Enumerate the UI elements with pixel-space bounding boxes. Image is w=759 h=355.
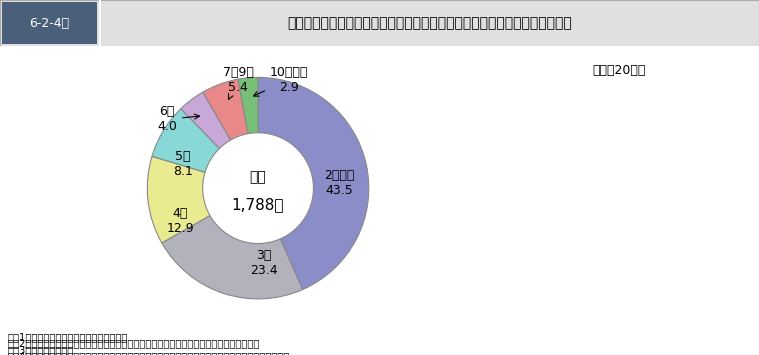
Text: 5回
8.1: 5回 8.1 bbox=[173, 150, 193, 178]
Text: 6-2-4図: 6-2-4図 bbox=[29, 17, 69, 29]
Wedge shape bbox=[181, 92, 231, 148]
Wedge shape bbox=[238, 77, 258, 134]
Text: 7～9回
5.4: 7～9回 5.4 bbox=[222, 66, 254, 99]
Wedge shape bbox=[147, 156, 210, 243]
Text: 総数: 総数 bbox=[250, 170, 266, 184]
Wedge shape bbox=[258, 77, 369, 290]
Text: 10回以上
2.9: 10回以上 2.9 bbox=[254, 66, 308, 96]
Text: 1,788人: 1,788人 bbox=[231, 197, 285, 212]
Text: 2回以下
43.5: 2回以下 43.5 bbox=[324, 169, 354, 197]
Bar bbox=[2, 2, 97, 44]
Text: 裁判員裁判対象事件（公判前整理手続に付された事件）の開廷回数別構成比: 裁判員裁判対象事件（公判前整理手続に付された事件）の開廷回数別構成比 bbox=[288, 16, 572, 30]
Wedge shape bbox=[203, 79, 248, 140]
Text: 4回
12.9: 4回 12.9 bbox=[167, 207, 194, 235]
Text: （平成20年）: （平成20年） bbox=[592, 64, 645, 77]
Wedge shape bbox=[152, 109, 219, 172]
Wedge shape bbox=[162, 215, 303, 299]
Text: 6回
4.0: 6回 4.0 bbox=[157, 105, 200, 133]
Text: 4　同一被告人につき複数の起訴があっても，弁論が併合されている限り１人として計上している。: 4 同一被告人につき複数の起訴があっても，弁論が併合されている限り１人として計上… bbox=[8, 351, 290, 355]
Text: 注、1　最高裁判所事務総局の資料による。: 注、1 最高裁判所事務総局の資料による。 bbox=[8, 332, 128, 342]
Bar bbox=[99, 0, 101, 46]
Text: 3回
23.4: 3回 23.4 bbox=[250, 250, 277, 278]
Text: 2　裁判員法施行後であったとした場合に裁判員裁判の対象となった事件の人員である。: 2 裁判員法施行後であったとした場合に裁判員裁判の対象となった事件の人員である。 bbox=[8, 338, 260, 348]
Text: 3　移送等を含む。: 3 移送等を含む。 bbox=[8, 345, 74, 355]
